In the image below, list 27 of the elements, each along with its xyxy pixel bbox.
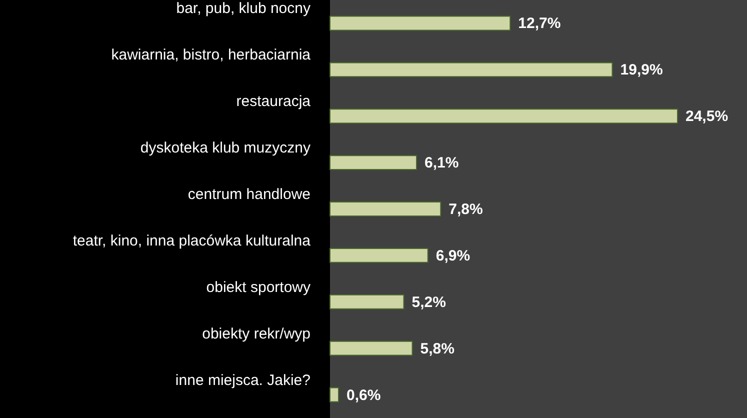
y-tick-label: obiekt sportowy <box>206 278 311 296</box>
data-label: 6,9% <box>436 247 470 264</box>
y-tick-label: dyskoteka klub muzyczny <box>140 140 311 157</box>
data-label: 7,8% <box>448 201 483 218</box>
data-label: 12,7% <box>518 15 561 32</box>
bar <box>330 108 678 124</box>
y-tick-label: kawiarnia, bistro, herbaciarnia <box>111 46 312 64</box>
bar <box>330 248 428 263</box>
bar <box>330 294 404 310</box>
bar <box>330 202 442 216</box>
y-tick-label: restauracja <box>236 93 312 110</box>
bar <box>330 155 418 170</box>
y-tick-label: teatr, kino, inna placówka kulturalna <box>72 232 312 250</box>
y-tick-label: centrum handlowe <box>188 186 310 203</box>
bar <box>330 16 511 31</box>
data-label: 5,2% <box>412 294 446 311</box>
y-tick-label: inne miejsca. Jakie? <box>175 372 310 389</box>
bar <box>330 62 613 78</box>
y-tick-label: obiekty rekr/wyp <box>202 325 310 342</box>
data-label: 19,9% <box>620 62 663 79</box>
y-tick-label: bar, pub, klub nocny <box>176 0 311 18</box>
data-label: 24,5% <box>686 108 728 126</box>
data-label: 0,6% <box>346 386 381 404</box>
bar <box>330 387 340 402</box>
data-label: 6,1% <box>424 154 459 172</box>
data-label: 5,8% <box>420 340 454 358</box>
bar <box>330 340 413 356</box>
